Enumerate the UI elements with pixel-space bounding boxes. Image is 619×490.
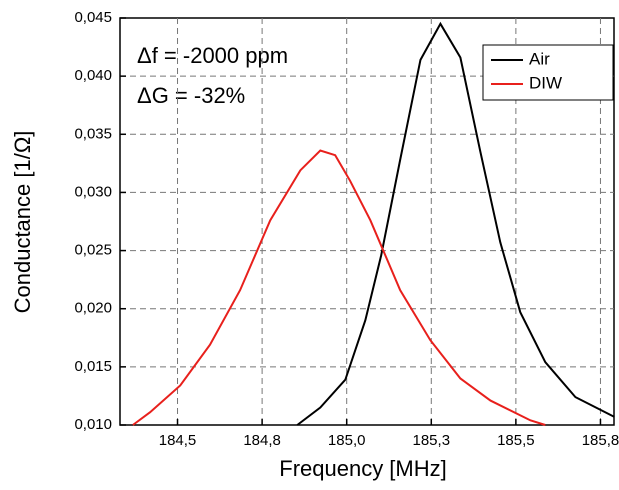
y-tick-label: 0,010 xyxy=(74,416,112,433)
legend-label: Air xyxy=(529,49,550,68)
line xyxy=(132,149,546,426)
x-tick-label: 185,0 xyxy=(328,432,366,449)
x-axis-label: Frequency [MHz] xyxy=(279,456,447,481)
y-tick-label: 0,030 xyxy=(74,183,112,200)
y-tick-label: 0,035 xyxy=(74,125,112,142)
y-tick-label: 0,040 xyxy=(74,67,112,84)
y-tick-label: 0,020 xyxy=(74,300,112,317)
x-tick-label: 184,8 xyxy=(243,432,281,449)
y-axis-label: Conductance [1/Ω] xyxy=(10,131,35,314)
legend-label: DIW xyxy=(529,73,562,92)
y-tick-label: 0,025 xyxy=(74,242,112,259)
y-tick-label: 0,015 xyxy=(74,358,112,375)
annotation: Δf = -2000 ppm xyxy=(137,43,288,68)
x-tick-label: 184,5 xyxy=(159,432,197,449)
line xyxy=(296,21,615,426)
legend-box xyxy=(482,44,614,101)
annotation: ΔG = -32% xyxy=(137,83,245,108)
x-tick-label: 185,8 xyxy=(582,432,619,449)
x-tick-label: 185,3 xyxy=(413,432,451,449)
plot-frame xyxy=(119,17,615,426)
x-tick-label: 185,5 xyxy=(497,432,535,449)
y-tick-label: 0,045 xyxy=(74,9,112,26)
